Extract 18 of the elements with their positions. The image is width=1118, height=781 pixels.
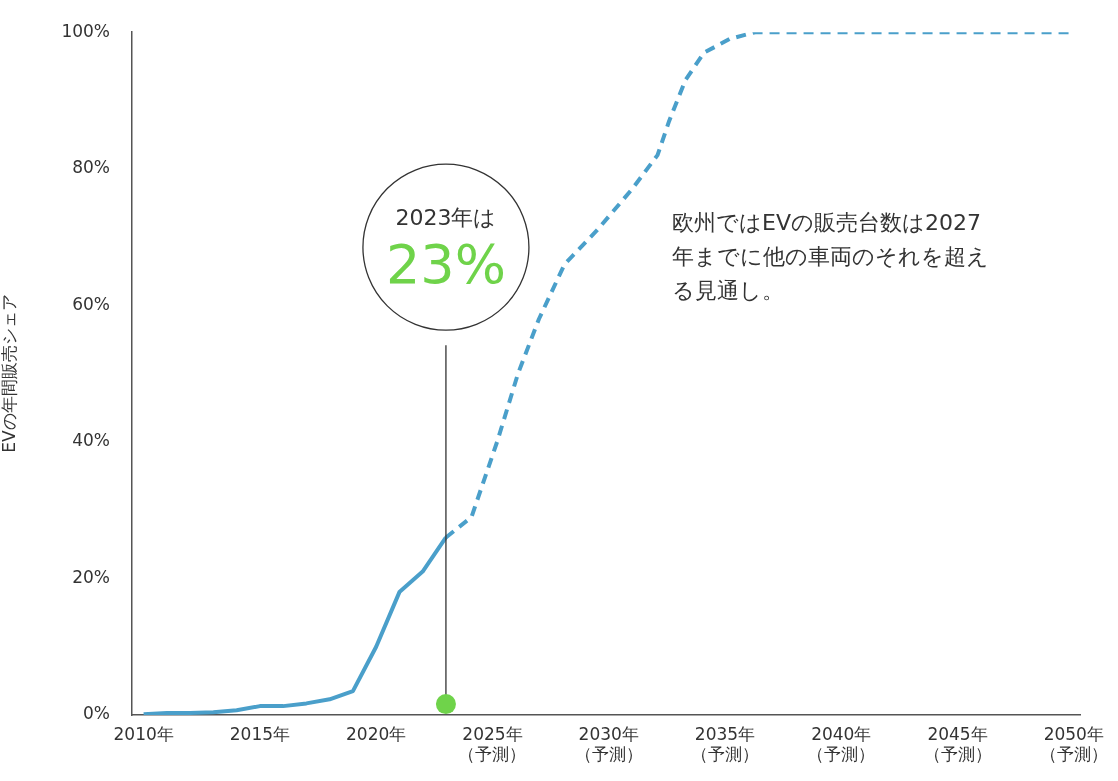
x-tick-label: 2025年（予測） [458,723,527,765]
x-tick-label: 2040年（予測） [807,723,876,765]
y-tick-label: 0% [83,703,110,724]
x-tick-label: 2020年 [346,723,407,744]
y-tick-label: 100% [61,20,110,41]
x-tick-label: 2050年（予測） [1039,723,1108,765]
y-tick-label: 20% [72,566,110,587]
x-tick-label: 2015年 [229,723,291,744]
y-tick-label: 80% [72,157,110,178]
x-tick-label: 2035年（予測） [690,723,759,765]
annotation: 2023年は 23% [385,204,506,297]
x-tick-label: 2045年（予測） [923,723,992,765]
y-axis-title: EVの年間販売シェア [0,294,19,453]
y-tick-label: 40% [72,430,110,451]
annotation: 欧州ではEVの販売台数は2027年までに他の車両のそれを超える見通し。 [672,209,989,303]
x-tick-label: 2010年 [113,723,174,744]
y-tick-label: 60% [72,293,110,314]
x-tick-label: 2030年（予測） [574,723,643,765]
